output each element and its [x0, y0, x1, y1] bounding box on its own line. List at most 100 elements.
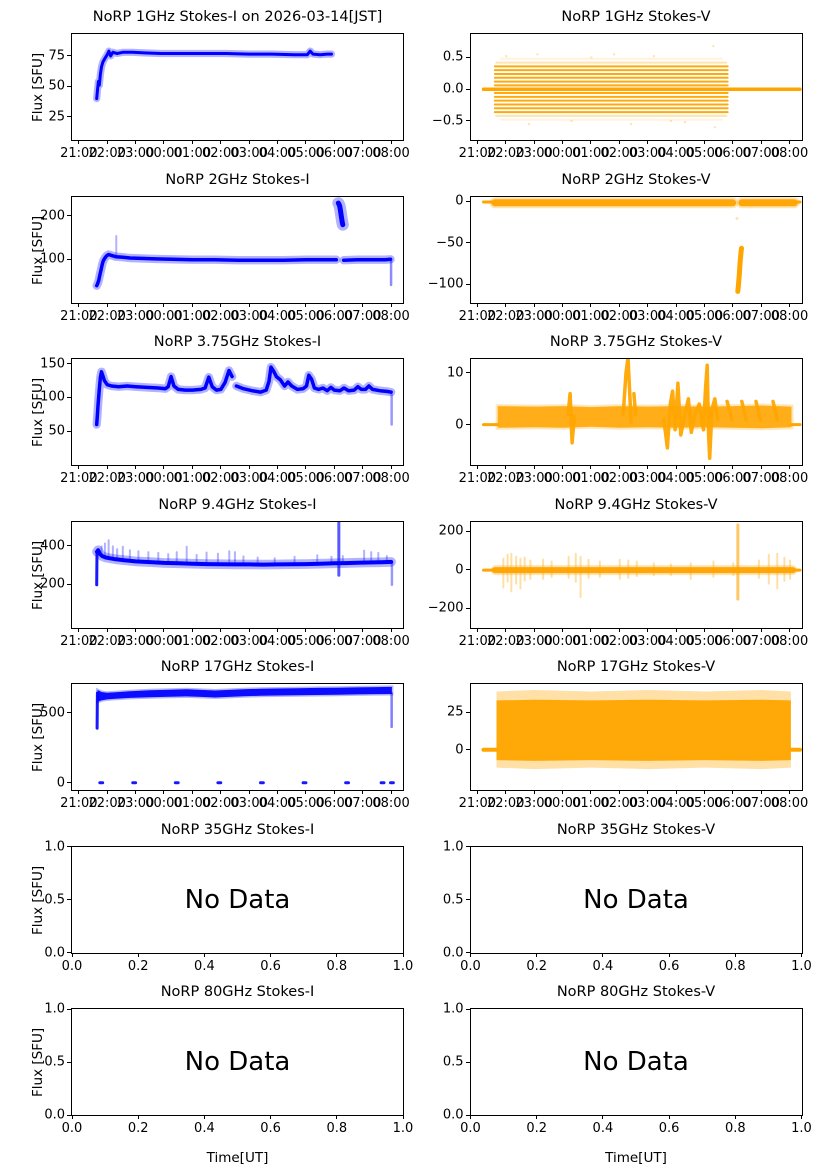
y-tick-label: 0.5	[44, 1054, 65, 1070]
x-tick-label: 04:00	[258, 146, 297, 161]
x-tick-label: 05:00	[287, 633, 325, 649]
y-tick-mark	[67, 583, 71, 585]
plot-title: NoRP 9.4GHz Stokes-V	[554, 496, 718, 513]
x-tick-label: 23:00	[515, 471, 553, 486]
y-tick-label: 1.0	[442, 1001, 464, 1017]
y-tick-mark	[67, 55, 71, 57]
x-tick-label: 06:00	[315, 796, 354, 811]
x-tick-label: 05:00	[685, 796, 724, 811]
x-tick-mark	[135, 140, 137, 144]
x-tick-label: 07:00	[742, 308, 780, 324]
plot-area: 0 −50 −100 21:00 22:00 23:00 00:00 01:00 02:00 0…	[428, 194, 809, 324]
x-tick-mark	[505, 140, 507, 144]
subplot: NoRP 9.4GHz Stokes-V −200 0 200 21:00 22:00…	[414, 488, 827, 651]
plot-area: No Data 0.0 0.5 1.0 0.0 0.2 0.4 0.6 0.8 1.0	[443, 839, 812, 974]
x-tick-label: 21:00	[60, 146, 98, 161]
plot-area: No Data 0.0 0.5 1.0 0.0 0.2 0.4 0.6 0.8 1.0	[443, 1002, 812, 1137]
y-tick-label: 500	[40, 705, 65, 721]
y-axis-label	[444, 683, 460, 791]
x-tick-label: 03:00	[628, 146, 667, 161]
x-tick-label: 08:00	[770, 633, 809, 649]
x-tick-label: 21:00	[60, 796, 98, 811]
x-tick-label: 0.8	[724, 1121, 746, 1136]
x-tick-label: 04:00	[657, 308, 695, 324]
x-tick-label: 07:00	[742, 471, 780, 486]
x-tick-mark	[533, 140, 535, 144]
y-tick-label: 0.0	[442, 945, 464, 960]
x-tick-label: 23:00	[515, 633, 553, 649]
x-tick-mark	[476, 790, 478, 794]
x-tick-mark	[647, 140, 649, 144]
x-tick-mark	[402, 1115, 404, 1119]
x-tick-mark	[305, 465, 307, 469]
y-tick-label: 50	[48, 78, 65, 94]
x-tick-label: 1.0	[791, 1121, 812, 1136]
x-tick-label: 08:00	[770, 308, 809, 324]
x-tick-mark	[78, 302, 80, 307]
x-tick-label: 00:00	[543, 633, 582, 649]
x-tick-mark	[106, 465, 108, 469]
plot-title: NoRP 1GHz Stokes-V	[561, 9, 711, 25]
y-tick-label: 0.0	[44, 945, 65, 960]
plot-canvas	[95, 685, 395, 785]
y-tick-mark	[67, 899, 71, 900]
y-tick-mark	[67, 1008, 71, 1010]
x-tick-label: 08:00	[372, 633, 410, 649]
x-tick-mark	[106, 790, 108, 794]
x-tick-label: 0.4	[194, 958, 215, 974]
x-tick-mark	[476, 465, 478, 469]
y-tick-label: 150	[40, 356, 65, 372]
x-tick-mark	[760, 140, 762, 144]
x-tick-label: 0.0	[460, 1121, 481, 1136]
x-tick-mark	[476, 140, 478, 144]
x-tick-mark	[336, 952, 338, 957]
x-tick-mark	[533, 465, 535, 469]
x-tick-label: 07:00	[742, 796, 780, 811]
x-tick-mark	[362, 790, 364, 794]
plot-title: NoRP 1GHz Stokes-I on 2026-03-14[JST]	[92, 9, 383, 25]
y-axis-label: Flux [SFU]	[30, 539, 46, 610]
x-tick-label: 06:00	[315, 633, 354, 649]
x-tick-label: 02:00	[600, 146, 638, 161]
x-tick-mark	[220, 140, 222, 144]
x-tick-mark	[675, 465, 677, 469]
x-tick-mark	[78, 790, 80, 794]
no-data-label	[471, 359, 802, 465]
x-tick-mark	[590, 140, 592, 144]
x-tick-label: 03:00	[628, 633, 667, 649]
x-tick-mark	[333, 302, 335, 307]
x-tick-label: 0.8	[724, 958, 746, 974]
x-tick-mark	[801, 1115, 802, 1119]
x-tick-label: 06:00	[714, 146, 752, 161]
x-tick-label: 0.2	[127, 958, 149, 974]
y-axis-label: Flux [SFU]	[30, 52, 46, 122]
x-tick-mark	[760, 302, 762, 307]
x-tick-label: 03:00	[230, 308, 268, 324]
x-tick-mark	[703, 627, 705, 632]
x-tick-label: 03:00	[230, 633, 268, 649]
x-tick-label: 0.4	[194, 1121, 215, 1136]
no-data-label	[471, 522, 802, 628]
x-tick-label: 07:00	[742, 146, 780, 161]
y-tick-mark	[465, 372, 470, 374]
x-tick-label: 1.0	[392, 958, 414, 974]
plot-title: NoRP 35GHz Stokes-I	[160, 821, 315, 838]
x-tick-label: 03:00	[628, 796, 667, 811]
y-tick-mark	[67, 85, 71, 87]
x-tick-mark	[305, 302, 307, 307]
y-tick-label: 0.5	[442, 49, 464, 65]
x-tick-label: 01:00	[173, 796, 212, 811]
plot-area: 200 400 21:00 22:00 23:00 00:00 01:00 02:00 03:…	[40, 520, 410, 649]
x-tick-label: 0.6	[658, 1121, 680, 1136]
x-tick-label: 04:00	[258, 471, 297, 486]
x-tick-mark	[647, 627, 649, 632]
no-data-label	[471, 197, 802, 303]
no-data-label: No Data	[184, 1047, 291, 1077]
x-tick-mark	[561, 302, 563, 307]
x-tick-label: 21:00	[60, 308, 98, 324]
x-tick-mark	[135, 627, 137, 632]
x-tick-label: 21:00	[60, 471, 98, 486]
x-tick-mark	[732, 790, 734, 794]
x-tick-mark	[362, 302, 364, 307]
y-tick-label: 50	[48, 423, 65, 439]
